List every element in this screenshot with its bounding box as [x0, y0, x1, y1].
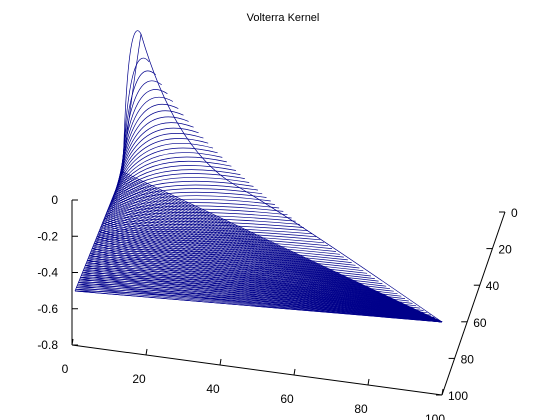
- x-tick-mark: [367, 378, 370, 386]
- z-tick-label: -0.8: [37, 338, 58, 352]
- y-axis-line: [441, 211, 506, 396]
- z-axis-ticks: 0 -0.2 -0.4 -0.6 -0.8: [37, 193, 78, 352]
- mesh-line: [109, 169, 241, 205]
- mesh-line: [102, 208, 288, 224]
- mesh-line: [82, 271, 402, 297]
- mesh-line: [102, 205, 284, 222]
- mesh-line: [80, 276, 413, 304]
- mesh-line: [106, 184, 258, 212]
- x-axis-line: [71, 344, 443, 396]
- mesh-line: [115, 133, 204, 191]
- y-tick-label: 60: [473, 316, 487, 330]
- y-tick-label: 100: [448, 389, 468, 403]
- mesh-line: [76, 287, 435, 318]
- mesh-line: [117, 110, 184, 184]
- mesh-line: [111, 156, 227, 200]
- mesh-line: [113, 147, 218, 196]
- y-axis-ticks: 0 20 40 60 80 100: [436, 206, 518, 403]
- mesh-line: [96, 231, 321, 241]
- x-tick-mark: [145, 348, 148, 356]
- mesh-line: [83, 269, 398, 295]
- mesh-line: [104, 198, 275, 219]
- mesh-line: [96, 233, 325, 244]
- mesh-line: [100, 218, 300, 229]
- mesh-line: [81, 275, 409, 302]
- mesh-line: [93, 241, 340, 255]
- z-tick-label: -0.6: [37, 302, 58, 316]
- x-tick-mark: [219, 358, 222, 366]
- mesh-line: [77, 283, 428, 314]
- mesh-line: [104, 195, 271, 217]
- mesh-line: [79, 280, 420, 309]
- mesh-line: [110, 165, 236, 203]
- mesh-line: [113, 142, 214, 195]
- surface-mesh: [74, 30, 443, 323]
- mesh-line: [91, 247, 352, 263]
- mesh-line: [107, 180, 254, 210]
- mesh-line: [79, 278, 417, 307]
- mesh-line: [92, 243, 344, 258]
- mesh-line: [83, 267, 394, 292]
- x-tick-label: 20: [132, 372, 146, 386]
- mesh-line: [98, 226, 313, 235]
- z-tick-label: -0.2: [37, 229, 58, 243]
- mesh-line: [86, 260, 379, 282]
- x-tick-label: 60: [280, 392, 294, 406]
- y-tick-label: 40: [486, 279, 500, 293]
- mesh-line: [87, 258, 375, 279]
- mesh-line: [77, 285, 432, 316]
- mesh-line: [85, 262, 383, 285]
- mesh-line: [81, 273, 406, 299]
- mesh-line: [75, 288, 439, 321]
- x-tick-label: 100: [425, 412, 445, 420]
- mesh-line: [115, 127, 199, 190]
- chart-title: Volterra Kernel: [247, 12, 320, 24]
- mesh-line: [106, 188, 263, 214]
- mesh-line: [89, 253, 364, 272]
- mesh-line: [100, 215, 296, 227]
- mesh-line: [98, 224, 309, 232]
- mesh-line: [90, 249, 356, 266]
- mesh-line: [92, 245, 348, 261]
- mesh-line: [85, 264, 387, 287]
- x-tick-label: 40: [206, 382, 220, 396]
- x-axis-ticks: 0 20 40 60 80 100: [62, 338, 445, 420]
- mesh-line: [119, 96, 174, 181]
- mesh-line: [88, 254, 368, 274]
- x-tick-mark: [71, 338, 74, 346]
- mesh-line: [101, 212, 292, 226]
- y-tick-label: 20: [498, 243, 512, 257]
- y-tick-label: 0: [511, 206, 518, 220]
- mesh-front-edge: [74, 290, 443, 323]
- mesh-line: [94, 237, 333, 249]
- x-tick-label: 80: [354, 402, 368, 416]
- mesh-line: [103, 202, 280, 220]
- mesh-line: [84, 266, 391, 290]
- mesh-line: [109, 173, 245, 207]
- z-tick-label: -0.4: [37, 266, 58, 280]
- y-tick-label: 80: [461, 352, 475, 366]
- x-tick-mark: [293, 368, 296, 376]
- mesh-line: [110, 160, 232, 202]
- mesh-line: [90, 251, 360, 269]
- mesh-line: [87, 256, 372, 277]
- mesh-left-edge: [74, 33, 142, 292]
- mesh-line: [105, 191, 267, 215]
- mesh-line: [95, 235, 329, 247]
- mesh-ridge-edge: [140, 33, 443, 323]
- mesh-line: [122, 30, 142, 173]
- z-tick-label: 0: [51, 193, 58, 207]
- mesh-line: [116, 122, 194, 188]
- mesh-line: [74, 290, 443, 323]
- mesh-line: [78, 282, 424, 311]
- mesh-line: [94, 239, 337, 252]
- mesh-line: [117, 116, 189, 186]
- mesh-line: [99, 221, 304, 231]
- mesh-line: [112, 152, 223, 198]
- x-tick-label: 0: [62, 362, 69, 376]
- mesh-line: [97, 229, 317, 238]
